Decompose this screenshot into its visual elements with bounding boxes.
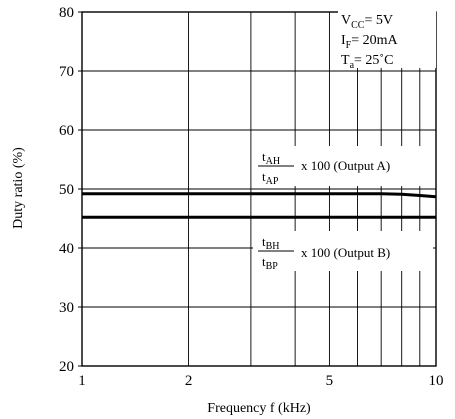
output-b-numerator: tBH (262, 234, 280, 252)
x-tick-label: 2 (185, 373, 193, 389)
y-tick-label: 60 (59, 123, 74, 139)
output-a-numerator: tAH (262, 149, 280, 167)
y-tick-label: 80 (59, 5, 74, 21)
x-tick-label: 5 (326, 373, 334, 389)
output-b-denominator: tBP (262, 254, 278, 272)
series-layer (82, 192, 437, 219)
y-tick-label: 20 (59, 359, 74, 375)
x-axis-label: Frequency f (kHz) (207, 401, 311, 416)
output-a-label: x 100 (Output A) (301, 158, 390, 173)
x-tick-label: 10 (429, 373, 444, 389)
tick-labels: 20 30 40 50 60 70 80 1 2 5 10 (59, 5, 444, 389)
y-tick-label: 30 (59, 300, 74, 316)
conditions-box: VCC= 5V IF= 20mA Ta= 25˚C (338, 10, 436, 71)
condition-if: IF= 20mA (341, 33, 399, 51)
output-a-annotation: tAH tAP x 100 (Output A) (253, 146, 433, 187)
series-line-1 (82, 192, 437, 199)
output-b-label: x 100 (Output B) (301, 245, 390, 260)
condition-vcc: VCC= 5V (341, 13, 393, 31)
y-tick-label: 50 (59, 182, 74, 198)
x-tick-label: 1 (78, 373, 86, 389)
y-tick-label: 70 (59, 64, 74, 80)
y-axis-label: Duty ratio (%) (11, 147, 26, 229)
output-b-annotation: tBH tBP x 100 (Output B) (253, 231, 433, 272)
output-a-denominator: tAP (262, 169, 279, 187)
condition-ta: Ta= 25˚C (341, 53, 393, 71)
y-tick-label: 40 (59, 241, 74, 257)
